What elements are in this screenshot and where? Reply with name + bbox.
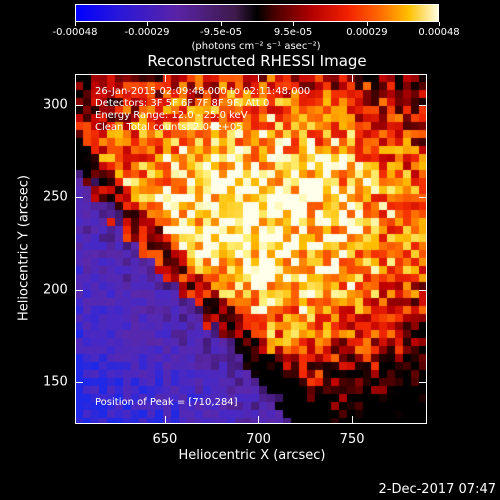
x-axis-tick bbox=[258, 74, 260, 82]
x-axis-tick bbox=[352, 416, 354, 424]
x-axis-tick bbox=[258, 416, 260, 424]
colorbar-tick bbox=[366, 22, 368, 26]
colorbar-tick-label: -0.00029 bbox=[124, 27, 170, 38]
x-tick-label: 650 bbox=[152, 432, 178, 447]
peak-position-annotation: Position of Peak = [710,284] bbox=[95, 397, 238, 408]
y-tick-label: 250 bbox=[43, 189, 68, 205]
x-axis-tick bbox=[164, 416, 166, 424]
y-axis-label: Heliocentric Y (arcsec) bbox=[16, 175, 32, 321]
plot-date: 2-Dec-2017 07:47 bbox=[378, 482, 497, 497]
detectors-annotation: Detectors: 3F 5F 6F 7F 8F 9F, Att 0 bbox=[95, 98, 270, 109]
colorbar-tick bbox=[147, 22, 149, 26]
x-tick-label: 750 bbox=[339, 432, 365, 447]
x-axis-tick bbox=[164, 74, 166, 82]
y-axis-tick bbox=[75, 105, 83, 107]
colorbar-tick bbox=[220, 22, 222, 26]
colorbar-tick-label: 0.00048 bbox=[418, 27, 460, 38]
y-tick-label: 150 bbox=[43, 374, 68, 390]
x-tick-label: 700 bbox=[246, 432, 271, 447]
colorbar-tick bbox=[75, 22, 76, 26]
energy-range-annotation: Energy Range: 12.0 - 25.0 keV bbox=[95, 110, 248, 121]
y-axis-tick bbox=[419, 381, 427, 383]
y-axis-tick bbox=[75, 289, 83, 291]
colorbar bbox=[75, 4, 439, 22]
colorbar-tick bbox=[293, 22, 295, 26]
chart-title: Reconstructed RHESSI Image bbox=[147, 52, 367, 70]
y-axis-tick bbox=[75, 197, 83, 199]
colorbar-tick-label: 0.00029 bbox=[346, 27, 388, 38]
y-axis-tick bbox=[75, 381, 83, 383]
y-axis-tick bbox=[419, 105, 427, 107]
y-tick-label: 200 bbox=[43, 282, 68, 298]
x-axis-label: Heliocentric X (arcsec) bbox=[178, 448, 326, 463]
heatmap-plot-area bbox=[75, 74, 427, 424]
colorbar-tick-label: -0.00048 bbox=[52, 27, 98, 38]
colorbar-unit-label: (photons cm⁻² s⁻¹ asec⁻²) bbox=[191, 41, 321, 52]
x-axis-tick bbox=[352, 74, 354, 82]
y-axis-tick bbox=[419, 289, 427, 291]
colorbar-tick-label: 9.5e-05 bbox=[273, 27, 313, 38]
heatmap-image bbox=[75, 74, 427, 424]
time-range-annotation: 26-Jan-2015 02:09:48.000 to 02:11:48.000 bbox=[95, 86, 311, 97]
y-axis-tick bbox=[419, 197, 427, 199]
colorbar-tick-label: -9.5e-05 bbox=[199, 27, 242, 38]
y-tick-label: 300 bbox=[43, 97, 68, 113]
method-annotation: Clean Total counts: 2.04e+05 bbox=[95, 122, 243, 133]
colorbar-tick bbox=[439, 22, 440, 26]
